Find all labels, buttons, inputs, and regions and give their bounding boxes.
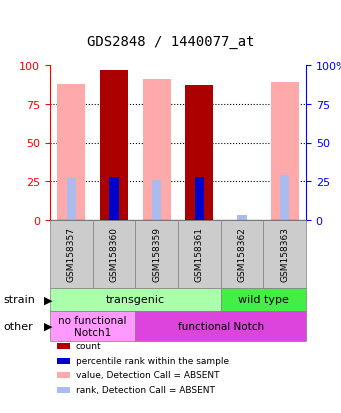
Bar [135, 311, 306, 341]
Text: wild type: wild type [238, 295, 289, 305]
Text: no functional
Notch1: no functional Notch1 [58, 316, 127, 337]
Bar [195, 177, 204, 221]
Text: GSM158360: GSM158360 [109, 227, 119, 282]
Text: other: other [3, 321, 33, 331]
Bar [186, 86, 213, 221]
Text: GSM158357: GSM158357 [67, 227, 76, 282]
Text: GSM158361: GSM158361 [195, 227, 204, 282]
Bar [237, 216, 247, 221]
Text: value, Detection Call = ABSENT: value, Detection Call = ABSENT [76, 370, 219, 380]
Text: functional Notch: functional Notch [178, 321, 264, 331]
Bar [93, 221, 135, 288]
Text: strain: strain [3, 295, 35, 305]
Bar [152, 180, 161, 221]
Text: GSM158363: GSM158363 [280, 227, 289, 282]
Bar [57, 387, 71, 392]
Bar [271, 83, 298, 221]
Bar [178, 221, 221, 288]
Bar [57, 343, 71, 349]
Text: rank, Detection Call = ABSENT: rank, Detection Call = ABSENT [76, 385, 214, 394]
Bar [135, 221, 178, 288]
Text: percentile rank within the sample: percentile rank within the sample [76, 356, 229, 365]
Bar [263, 221, 306, 288]
Text: GSM158362: GSM158362 [237, 227, 247, 282]
Bar [143, 80, 170, 221]
Text: ▶: ▶ [44, 321, 52, 331]
Bar [50, 288, 221, 311]
Bar [221, 221, 263, 288]
Bar [58, 84, 85, 221]
Bar [109, 177, 119, 221]
Text: transgenic: transgenic [106, 295, 165, 305]
Bar [50, 221, 93, 288]
Text: GSM158359: GSM158359 [152, 227, 161, 282]
Bar [221, 288, 306, 311]
Text: ▶: ▶ [44, 295, 52, 305]
Bar [66, 179, 76, 221]
Bar [280, 176, 290, 221]
Bar [50, 311, 135, 341]
Text: GDS2848 / 1440077_at: GDS2848 / 1440077_at [87, 36, 254, 49]
Bar [57, 358, 71, 363]
Bar [57, 372, 71, 378]
Text: count: count [76, 342, 101, 351]
Bar [100, 71, 128, 221]
